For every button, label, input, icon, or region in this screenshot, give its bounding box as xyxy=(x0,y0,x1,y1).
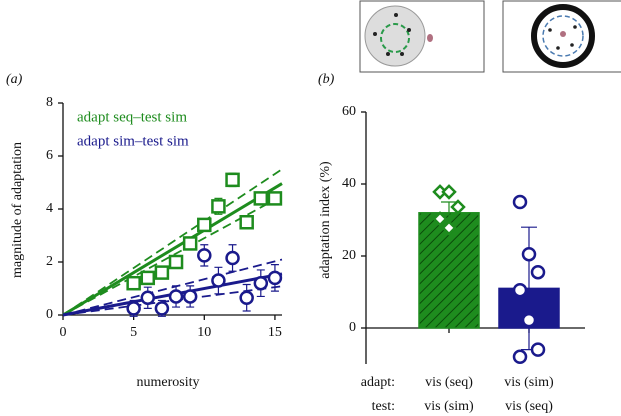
marker xyxy=(168,289,184,304)
y-tick-label: 4 xyxy=(46,201,53,216)
x-tick-label: vis (sim) xyxy=(424,399,474,414)
legend-label: adapt seq–test sim xyxy=(77,109,187,125)
fit-ci xyxy=(62,258,283,316)
y-axis-title: magnitude of adaptation xyxy=(10,142,25,278)
y-axis-title: adaptation index (%) xyxy=(318,161,333,279)
marker xyxy=(512,194,528,210)
y-tick-label: 6 xyxy=(46,148,53,163)
marker xyxy=(140,270,156,286)
panel-label: (a) xyxy=(6,72,23,87)
y-tick-label: 0 xyxy=(46,307,53,322)
icon-fixation xyxy=(427,34,433,42)
row-label: test: xyxy=(372,399,395,414)
panel-label: (b) xyxy=(318,72,335,87)
y-tick-label: 2 xyxy=(46,254,53,269)
marker xyxy=(182,289,198,304)
marker xyxy=(197,217,212,233)
marker xyxy=(512,349,528,365)
stimulus-icons xyxy=(359,0,621,73)
marker xyxy=(239,290,254,306)
fit-ci xyxy=(62,168,283,316)
marker xyxy=(225,172,240,188)
row-label: adapt: xyxy=(361,375,395,390)
x-tick-label: vis (sim) xyxy=(504,375,554,390)
marker xyxy=(253,191,269,206)
fit-line xyxy=(62,182,283,317)
marker xyxy=(154,265,170,280)
marker xyxy=(126,301,141,316)
marker xyxy=(441,220,457,236)
marker xyxy=(432,211,448,227)
marker xyxy=(512,282,528,298)
marker xyxy=(211,199,226,214)
marker xyxy=(211,273,226,288)
x-tick-label: 5 xyxy=(130,325,137,340)
marker xyxy=(521,312,537,328)
marker xyxy=(168,254,184,270)
marker xyxy=(225,250,240,266)
x-tick-label: 10 xyxy=(197,325,211,340)
legend-label: adapt sim–test sim xyxy=(77,133,189,149)
y-tick-label: 60 xyxy=(342,104,356,119)
marker xyxy=(530,342,546,357)
marker xyxy=(154,301,170,316)
x-tick-label: 15 xyxy=(268,325,282,340)
y-tick-label: 0 xyxy=(349,320,356,335)
x-tick-label: vis (seq) xyxy=(505,399,553,414)
icon-ring xyxy=(380,23,410,53)
y-tick-label: 8 xyxy=(46,95,53,110)
marker xyxy=(197,248,212,263)
icon-disc xyxy=(364,5,426,67)
marker xyxy=(267,270,283,286)
marker xyxy=(267,191,283,206)
marker xyxy=(140,290,156,306)
icon-ring xyxy=(542,15,584,57)
marker xyxy=(126,275,141,291)
x-tick-label: 0 xyxy=(60,325,67,340)
y-tick-label: 20 xyxy=(342,248,356,263)
marker xyxy=(239,215,254,230)
marker xyxy=(182,236,198,251)
x-axis-title: numerosity xyxy=(137,375,200,390)
marker xyxy=(441,184,457,200)
y-tick-label: 40 xyxy=(342,176,356,191)
marker xyxy=(521,246,537,262)
marker xyxy=(253,275,269,291)
x-tick-label: vis (seq) xyxy=(425,375,473,390)
marker xyxy=(450,199,466,215)
marker xyxy=(530,264,546,280)
